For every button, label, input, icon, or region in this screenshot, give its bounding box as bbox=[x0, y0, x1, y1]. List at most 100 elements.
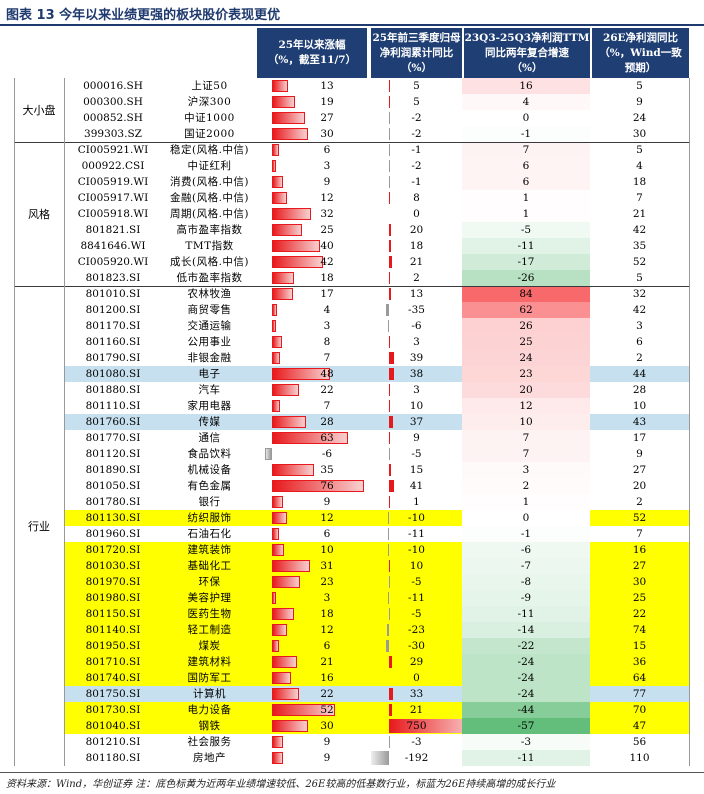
row-highlight bbox=[64, 542, 462, 558]
cell-26e: 7 bbox=[636, 528, 643, 540]
profit-value: 1 bbox=[413, 496, 420, 508]
cell-profit: 2 bbox=[371, 270, 462, 286]
cell-code: 801040.SI bbox=[85, 720, 141, 732]
cell-code: 801980.SI bbox=[85, 592, 141, 604]
profit-bar bbox=[389, 464, 391, 476]
cell-profit: -2 bbox=[371, 126, 462, 142]
cell-profit: -1 bbox=[371, 142, 462, 158]
cell-code: 801030.SI bbox=[85, 560, 141, 572]
cell-name: 房地产 bbox=[193, 752, 226, 764]
return-bar bbox=[272, 192, 287, 204]
cell-cagr: -7 bbox=[462, 558, 590, 574]
cell-profit: -23 bbox=[371, 622, 462, 638]
profit-value: 10 bbox=[409, 560, 424, 572]
return-bar bbox=[272, 416, 306, 428]
cell-code: CI005921.WI bbox=[77, 144, 149, 156]
cell-cagr: -24 bbox=[462, 686, 590, 702]
profit-value: -35 bbox=[408, 304, 425, 316]
header-26e-line1: 26E净利润同比 bbox=[602, 31, 679, 44]
cell-return: 7 bbox=[257, 350, 367, 366]
return-bar bbox=[272, 544, 285, 556]
cell-code: 801120.SI bbox=[85, 448, 141, 460]
title-bar: 图表 13 今年以来业绩更强的板块股价表现更优 bbox=[0, 0, 704, 26]
row-highlight bbox=[590, 606, 689, 622]
return-bar bbox=[272, 400, 281, 412]
group-label: 风格 bbox=[28, 208, 50, 221]
cell-code: 801180.SI bbox=[85, 752, 141, 764]
cell-code: 801760.SI bbox=[85, 416, 141, 428]
cell-return: 63 bbox=[257, 430, 367, 446]
profit-value: -2 bbox=[411, 160, 422, 172]
profit-bar bbox=[388, 608, 390, 620]
profit-bar bbox=[389, 256, 392, 268]
cell-name: 钢铁 bbox=[198, 720, 221, 732]
profit-bar bbox=[389, 288, 391, 300]
table-row: 801970.SI 环保 23 -5 -8 30 bbox=[14, 574, 689, 590]
header-26e-line2: （%，Wind一致 bbox=[599, 46, 682, 59]
profit-value: 39 bbox=[409, 352, 424, 364]
profit-bar bbox=[389, 704, 392, 716]
return-value: 9 bbox=[323, 496, 331, 508]
cell-profit: -35 bbox=[371, 302, 462, 318]
profit-value: -2 bbox=[411, 112, 422, 124]
return-bar bbox=[272, 560, 310, 572]
cell-profit: 39 bbox=[371, 350, 462, 366]
cell-return: 16 bbox=[257, 670, 367, 686]
return-value: 25 bbox=[320, 224, 334, 236]
return-value: 23 bbox=[320, 576, 334, 588]
cell-code: CI005919.WI bbox=[77, 176, 149, 188]
cell-return: 52 bbox=[257, 702, 367, 718]
cell-name: 低市盈率指数 bbox=[176, 272, 243, 284]
cell-return: 6 bbox=[257, 526, 367, 542]
cell-name: 纺织服饰 bbox=[187, 512, 232, 524]
cell-name: 汽车 bbox=[198, 384, 221, 396]
table-row: CI005921.WI 稳定(风格.中信) 6 -1 7 5 bbox=[14, 142, 689, 158]
cell-return: 7 bbox=[257, 398, 367, 414]
return-value: 28 bbox=[320, 416, 334, 428]
cell-26e: 22 bbox=[632, 608, 647, 620]
column-rule bbox=[64, 78, 65, 766]
cell-cagr: 25 bbox=[462, 334, 590, 350]
cell-26e: 28 bbox=[632, 384, 647, 396]
cell-name: 中证1000 bbox=[184, 112, 235, 124]
cell-26e: 6 bbox=[636, 336, 643, 348]
return-bar bbox=[272, 640, 280, 652]
group-label: 大小盘 bbox=[22, 104, 56, 117]
cell-cagr: -1 bbox=[462, 126, 590, 142]
table-row: 801880.SI 汽车 22 3 20 28 bbox=[14, 382, 689, 398]
cell-profit: 41 bbox=[371, 478, 462, 494]
cell-return: 9 bbox=[257, 750, 367, 766]
row-highlight bbox=[64, 510, 462, 526]
cell-return: 32 bbox=[257, 206, 367, 222]
cell-26e: 9 bbox=[636, 448, 643, 460]
cell-26e: 24 bbox=[632, 112, 647, 124]
cell-name: 煤炭 bbox=[198, 640, 221, 652]
cell-cagr: 3 bbox=[462, 462, 590, 478]
cell-26e: 77 bbox=[632, 688, 647, 700]
header-cagr-line3: （%） bbox=[511, 61, 543, 74]
cell-code: 801010.SI bbox=[85, 288, 141, 300]
profit-value: -11 bbox=[408, 592, 425, 604]
return-value: 10 bbox=[320, 544, 334, 556]
return-bar bbox=[272, 208, 311, 220]
header-profit: 25年前三季度归母 净利润累计同比 （%） bbox=[371, 28, 462, 78]
return-value: 40 bbox=[320, 240, 334, 252]
profit-bar bbox=[388, 736, 390, 748]
cell-26e: 35 bbox=[632, 240, 647, 252]
cell-cagr: 1 bbox=[462, 190, 590, 206]
cell-cagr: 4 bbox=[462, 94, 590, 110]
cell-code: 801750.SI bbox=[85, 688, 141, 700]
return-bar bbox=[272, 656, 298, 668]
cell-cagr: -11 bbox=[462, 238, 590, 254]
cell-name: 国防军工 bbox=[187, 672, 232, 684]
profit-value: -5 bbox=[411, 448, 422, 460]
cell-26e: 52 bbox=[632, 256, 647, 268]
return-value: 3 bbox=[323, 160, 331, 172]
profit-value: 13 bbox=[409, 288, 424, 300]
return-bar bbox=[272, 592, 276, 604]
cell-profit: 0 bbox=[371, 670, 462, 686]
cell-26e: 47 bbox=[632, 720, 647, 732]
cell-code: 801823.SI bbox=[85, 272, 141, 284]
cell-code: 801710.SI bbox=[85, 656, 141, 668]
row-highlight bbox=[64, 654, 462, 670]
